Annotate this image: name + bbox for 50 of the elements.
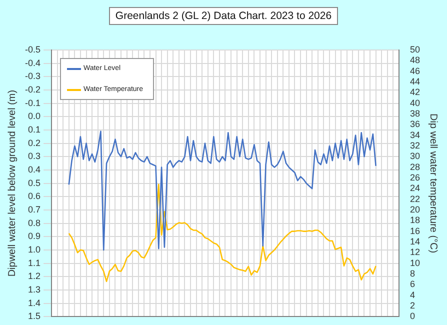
y2-tick-label: 28 xyxy=(410,162,420,172)
y-tick-label: -0.3 xyxy=(24,71,41,82)
y-tick-label: -0.2 xyxy=(24,84,41,94)
y2-tick-label: 42 xyxy=(410,87,420,98)
y-tick-label: 0.1 xyxy=(28,124,41,134)
y2-tick-label: 20 xyxy=(410,204,420,214)
y2-tick-label: 18 xyxy=(410,215,420,226)
y2-tick-label: 12 xyxy=(410,247,420,258)
y2-tick-label: 36 xyxy=(410,119,420,130)
y2-tick-label: 14 xyxy=(410,236,420,246)
y-tick-label: 0.0 xyxy=(28,111,41,122)
y2-tick-label: 10 xyxy=(410,258,420,268)
y-tick-label: -0.4 xyxy=(24,58,41,68)
y2-tick-label: 44 xyxy=(410,76,420,86)
y2-tick-label: 16 xyxy=(410,226,420,236)
y-tick-label: 0.9 xyxy=(28,231,41,242)
y-tick-label: 1.3 xyxy=(28,284,41,294)
y2-tick-label: 26 xyxy=(410,172,420,182)
y-tick-label: 0.2 xyxy=(28,138,41,148)
y2-tick-label: 8 xyxy=(410,268,416,278)
y-tick-label: -0.1 xyxy=(24,98,41,108)
y-tick-label: 0.7 xyxy=(28,204,41,214)
y2-tick-label: 0 xyxy=(410,311,416,322)
y-axis-title: Dipwell water level below ground level (m) xyxy=(6,90,18,277)
y2-tick-label: 46 xyxy=(410,66,420,76)
y2-tick-label: 34 xyxy=(410,130,420,140)
y2-tick-label: 50 xyxy=(410,44,420,54)
y-tick-label: 0.6 xyxy=(28,191,41,202)
y-tick-label: 1.2 xyxy=(28,271,41,282)
y2-tick-label: 2 xyxy=(410,300,416,310)
y2-axis-title: Dip well water temperature (°C) xyxy=(427,113,438,254)
y-tick-label: 1.0 xyxy=(28,244,41,254)
y2-tick-label: 38 xyxy=(410,108,420,118)
y-tick-label: 1.1 xyxy=(28,258,41,268)
chart-title: Greenlands 2 (GL 2) Data Chart. 2023 to 2026 xyxy=(109,7,338,25)
y2-tick-label: 32 xyxy=(410,140,420,150)
y2-tick-label: 30 xyxy=(410,151,420,162)
y-tick-label: 1.4 xyxy=(28,298,41,308)
y-tick-label: -0.5 xyxy=(24,44,41,54)
y2-tick-label: 4 xyxy=(410,290,416,300)
y-tick-label: 0.5 xyxy=(28,178,41,188)
y-tick-label: 0.4 xyxy=(28,164,41,174)
y2-tick-label: 6 xyxy=(410,279,416,290)
y-tick-label: 0.8 xyxy=(28,218,41,228)
y2-tick-label: 48 xyxy=(410,55,420,66)
y-tick-label: 0.3 xyxy=(28,151,41,162)
y2-tick-label: 40 xyxy=(410,98,420,108)
y2-tick-label: 22 xyxy=(410,194,420,204)
y2-tick-label: 24 xyxy=(410,183,420,194)
y-tick-label: 1.5 xyxy=(28,311,41,322)
